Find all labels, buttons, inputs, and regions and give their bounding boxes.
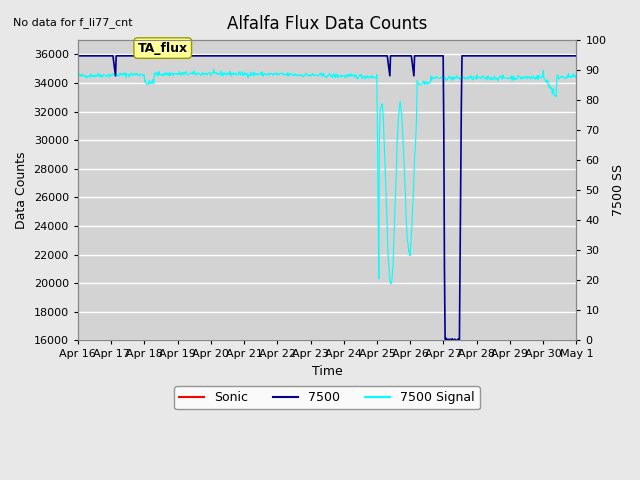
Y-axis label: 7500 SS: 7500 SS — [612, 164, 625, 216]
Y-axis label: Data Counts: Data Counts — [15, 152, 28, 229]
Legend: Sonic, 7500, 7500 Signal: Sonic, 7500, 7500 Signal — [174, 386, 480, 409]
Text: TA_flux: TA_flux — [138, 42, 188, 55]
X-axis label: Time: Time — [312, 365, 342, 378]
Title: Alfalfa Flux Data Counts: Alfalfa Flux Data Counts — [227, 15, 428, 33]
Text: No data for f_li77_cnt: No data for f_li77_cnt — [13, 17, 132, 28]
